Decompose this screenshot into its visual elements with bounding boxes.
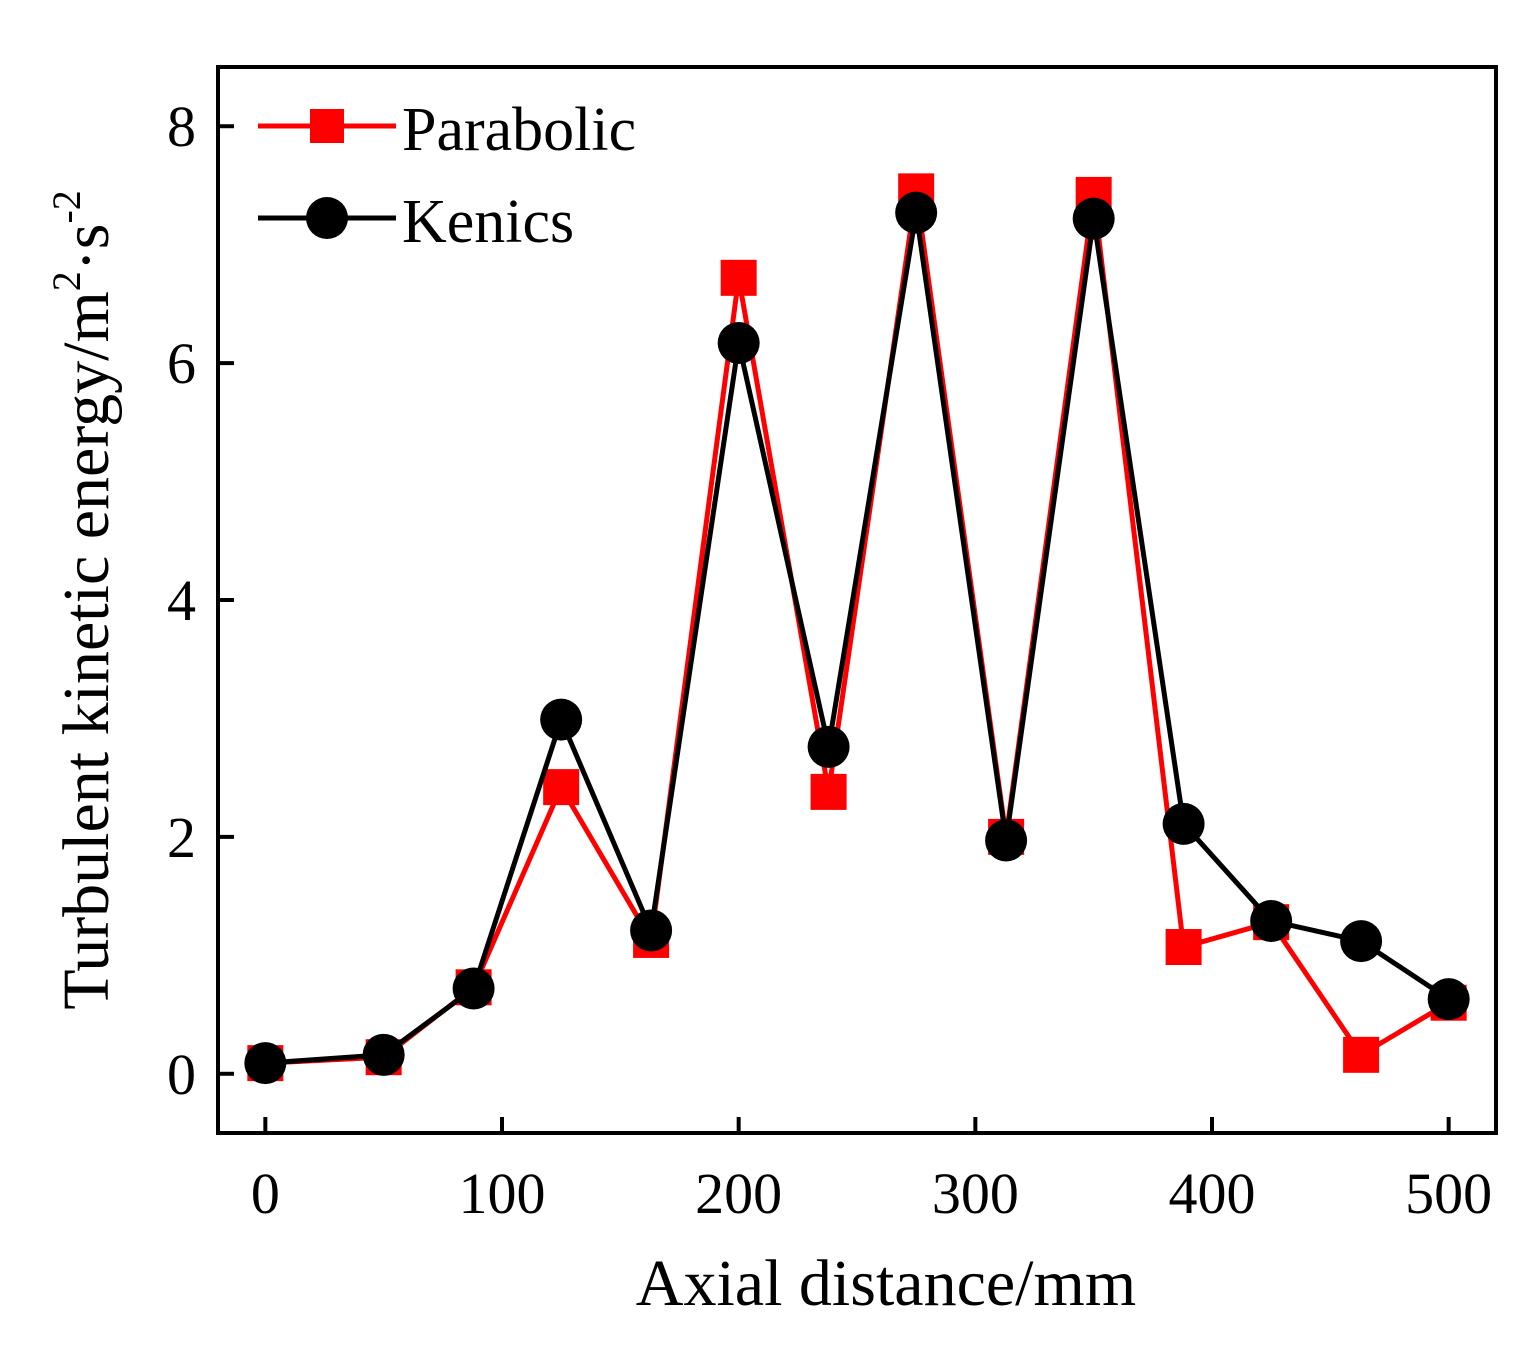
legend: Parabolic Kenics [258, 96, 636, 256]
x-tick-label: 400 [1169, 1161, 1256, 1226]
series-line-kenics [265, 210, 1451, 1066]
data-point-kenics [1340, 920, 1383, 963]
x-tick-label: 0 [251, 1161, 280, 1226]
data-point-parabolic [810, 773, 847, 810]
y-axis-title-sup1: 2 [44, 271, 89, 291]
series-kenics [244, 191, 1470, 1085]
x-tick-label: 300 [932, 1161, 1019, 1226]
data-point-kenics [895, 191, 938, 234]
data-point-parabolic [1165, 929, 1202, 966]
y-tick-label: 0 [167, 1042, 196, 1107]
legend-parabolic-label: Parabolic [402, 96, 636, 164]
y-tick-label: 4 [167, 568, 196, 633]
data-point-parabolic [720, 259, 757, 296]
y-axis-title: Turbulent kinetic energy/m2·s-2 [44, 190, 123, 1010]
x-axis-title: Axial distance/mm [636, 1247, 1136, 1320]
data-point-kenics [1072, 197, 1115, 240]
data-point-parabolic [543, 769, 580, 806]
data-point-parabolic [1343, 1036, 1380, 1073]
y-tick-label: 8 [167, 94, 196, 159]
data-point-kenics [452, 967, 495, 1010]
legend-parabolic-marker [310, 109, 344, 143]
x-tick-label: 500 [1405, 1161, 1492, 1226]
y-tick-label: 6 [167, 331, 196, 396]
x-axis-ticks: 0 100 200 300 400 500 [251, 1117, 1492, 1226]
x-tick-label: 200 [695, 1161, 782, 1226]
legend-kenics-label: Kenics [402, 188, 574, 256]
x-tick-label: 100 [459, 1161, 546, 1226]
data-point-kenics [1250, 899, 1293, 942]
y-axis-title-sup2: -2 [44, 190, 89, 223]
data-point-kenics [540, 698, 583, 741]
data-point-kenics [717, 321, 760, 364]
data-point-kenics [1427, 978, 1470, 1021]
svg-text:Turbulent kinetic energy/m2·s-: Turbulent kinetic energy/m2·s-2 [44, 190, 123, 1010]
y-axis-title-base: Turbulent kinetic energy/m [50, 291, 123, 1010]
series-layer [244, 173, 1470, 1085]
y-tick-label: 2 [167, 805, 196, 870]
data-point-kenics [244, 1042, 287, 1085]
data-point-kenics [362, 1033, 405, 1076]
y-axis-title-mid: ·s [50, 224, 123, 272]
data-point-kenics [985, 819, 1028, 862]
data-point-kenics [807, 725, 850, 768]
data-point-kenics [1162, 802, 1205, 845]
data-point-kenics [630, 909, 673, 952]
series-parabolic [247, 173, 1467, 1082]
legend-kenics-marker [306, 197, 348, 239]
y-axis-ticks: 0 2 4 6 8 [167, 94, 234, 1107]
